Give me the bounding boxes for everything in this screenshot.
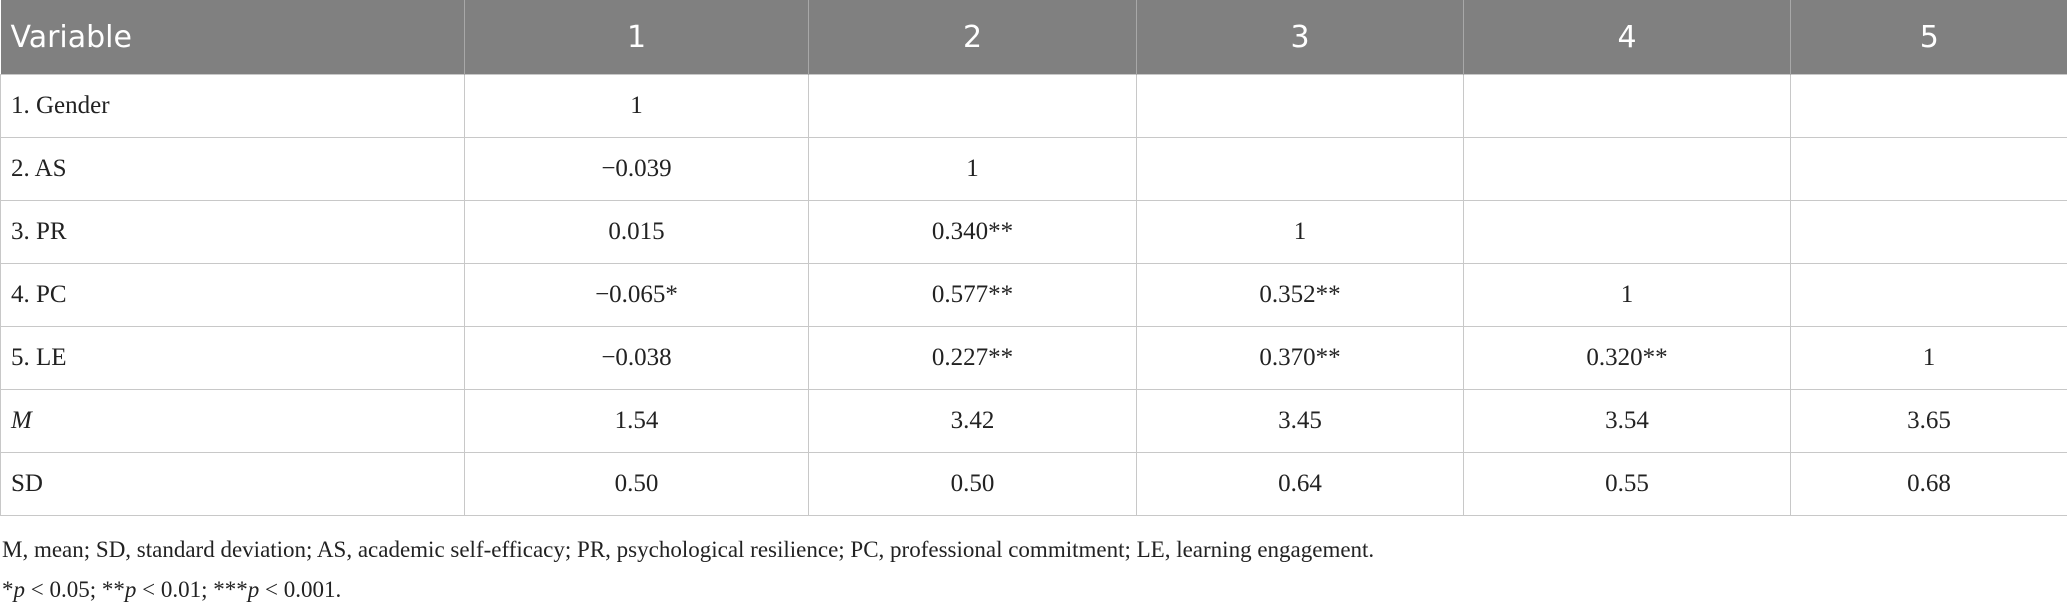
table-row: 4. PC−0.065*0.577**0.352**1 [1, 264, 2067, 327]
note: M, mean; SD, standard deviation; AS, aca… [2, 530, 2067, 570]
table-cell: 1 [1464, 264, 1791, 327]
table-cell: 2. AS [1, 138, 465, 201]
header-cell: 1 [465, 0, 809, 75]
header-cell: 2 [809, 0, 1137, 75]
empty-cell [1464, 138, 1791, 201]
table-cell: 0.227** [809, 327, 1137, 390]
notes: M, mean; SD, standard deviation; AS, aca… [0, 530, 2067, 610]
empty-cell [809, 75, 1137, 138]
table-cell: 3.54 [1464, 390, 1791, 453]
note-part: * [2, 577, 14, 602]
empty-cell [1791, 264, 2067, 327]
note-part: < 0.01; *** [136, 577, 247, 602]
table-cell: 1 [1791, 327, 2067, 390]
empty-cell [1464, 75, 1791, 138]
table-cell: 1.54 [465, 390, 809, 453]
table-cell: −0.065* [465, 264, 809, 327]
empty-cell [1137, 75, 1464, 138]
empty-cell [1791, 75, 2067, 138]
note-part: < 0.001. [259, 577, 341, 602]
table-cell: 1 [809, 138, 1137, 201]
table-cell: M [1, 390, 465, 453]
note-part: p [248, 577, 260, 602]
table-cell: 5. LE [1, 327, 465, 390]
table-cell: 0.015 [465, 201, 809, 264]
table-cell: −0.038 [465, 327, 809, 390]
table-cell: 3. PR [1, 201, 465, 264]
note: *p < 0.05; **p < 0.01; ***p < 0.001. [2, 570, 2067, 610]
table-cell: −0.039 [465, 138, 809, 201]
table-cell: SD [1, 453, 465, 516]
empty-cell [1791, 201, 2067, 264]
header-cell: 4 [1464, 0, 1791, 75]
table-cell: 4. PC [1, 264, 465, 327]
empty-cell [1791, 138, 2067, 201]
table-cell: 0.68 [1791, 453, 2067, 516]
table-cell: 1. Gender [1, 75, 465, 138]
table-cell: 1 [1137, 201, 1464, 264]
table-cell: 0.55 [1464, 453, 1791, 516]
table-cell: 0.340** [809, 201, 1137, 264]
note-part: < 0.05; ** [25, 577, 125, 602]
header-cell: 3 [1137, 0, 1464, 75]
note-part: p [14, 577, 26, 602]
table-cell: 0.64 [1137, 453, 1464, 516]
table-cell: 3.45 [1137, 390, 1464, 453]
header-cell: Variable [1, 0, 465, 75]
table-cell: 0.320** [1464, 327, 1791, 390]
note-part: p [125, 577, 137, 602]
empty-cell [1137, 138, 1464, 201]
table-cell: 0.50 [809, 453, 1137, 516]
table-cell: 0.370** [1137, 327, 1464, 390]
table-cell: 1 [465, 75, 809, 138]
table-cell: 0.577** [809, 264, 1137, 327]
table-cell: 3.42 [809, 390, 1137, 453]
table-cell: 0.50 [465, 453, 809, 516]
header-cell: 5 [1791, 0, 2067, 75]
table-cell: 3.65 [1791, 390, 2067, 453]
table-cell: 0.352** [1137, 264, 1464, 327]
empty-cell [1464, 201, 1791, 264]
